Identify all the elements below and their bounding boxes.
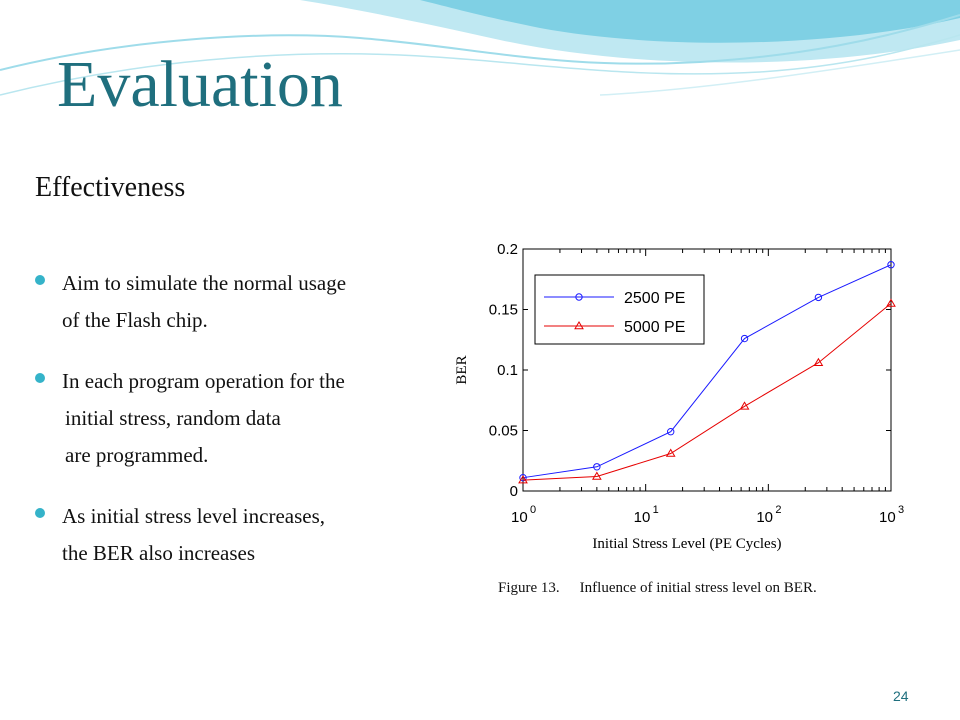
data-point-triangle xyxy=(739,401,750,410)
figure-caption-label: Figure 13. xyxy=(498,580,560,596)
x-tick-label: 10 xyxy=(634,509,651,526)
data-point-circle xyxy=(519,473,527,482)
data-point-circle xyxy=(593,463,601,471)
y-tick-label: 0 xyxy=(510,483,518,500)
data-point-triangle xyxy=(665,448,676,457)
figure-caption: Figure 13. Influence of initial stress le… xyxy=(498,580,817,597)
legend-label: 2500 PE xyxy=(624,290,685,307)
slide-subtitle: Effectiveness xyxy=(35,172,186,203)
x-axis-label: Initial Stress Level (PE Cycles) xyxy=(592,536,781,552)
data-point-circle xyxy=(814,293,823,302)
legend: 2500 PE 5000 PE xyxy=(534,274,705,345)
y-tick-label: 0.1 xyxy=(497,362,518,379)
bullet-line: Aim to simulate the normal usage xyxy=(62,271,347,295)
header-wave-decoration xyxy=(0,0,960,96)
data-point-triangle xyxy=(591,471,602,480)
data-point-triangle xyxy=(574,321,584,330)
series-2 xyxy=(518,298,896,484)
series-line xyxy=(522,303,892,481)
bullet-item: Aim to simulate the normal usage of the … xyxy=(35,265,435,339)
series-1 xyxy=(519,261,895,482)
data-point-circle xyxy=(887,261,895,269)
x-tick-exponent: 2 xyxy=(775,504,781,516)
bullet-dot-icon xyxy=(35,373,45,383)
bullet-item: In each program operation for the initia… xyxy=(35,363,435,474)
data-point-triangle xyxy=(886,298,896,307)
bullet-item: As initial stress level increases, the B… xyxy=(35,498,435,572)
page-number: 24 xyxy=(893,688,909,704)
bullet-line: In each program operation for the xyxy=(62,369,345,393)
bullet-line: the BER also increases xyxy=(62,541,256,565)
legend-box xyxy=(534,274,705,345)
x-tick-label: 10 xyxy=(511,509,528,526)
data-point-triangle xyxy=(518,475,528,484)
data-point-circle xyxy=(575,293,583,301)
y-tick-label: 0.2 xyxy=(497,241,518,258)
x-tick-exponent: 0 xyxy=(530,504,536,516)
slide-title: Evaluation xyxy=(57,48,343,121)
y-tick-label: 0.15 xyxy=(489,302,518,319)
x-tick-label: 10 xyxy=(756,509,773,526)
figure-caption-text: Influence of initial stress level on BER… xyxy=(579,580,817,596)
bullet-dot-icon xyxy=(35,275,45,285)
x-tick-exponent: 3 xyxy=(898,504,904,516)
data-point-circle xyxy=(667,428,675,436)
bullet-line: initial stress, random data xyxy=(65,406,281,430)
legend-label: 5000 PE xyxy=(624,319,685,336)
x-tick-exponent: 1 xyxy=(653,504,659,516)
bullet-line: of the Flash chip. xyxy=(62,308,208,332)
bullet-dot-icon xyxy=(35,508,45,518)
y-axis-label: BER xyxy=(454,355,470,384)
figure: 0 0.05 0.1 0.15 0.2 10 0 10 1 10 2 10 3 Initial Stres… xyxy=(432,218,952,613)
bullet-line: are programmed. xyxy=(65,443,209,467)
bullet-line: As initial stress level increases, xyxy=(62,504,326,528)
bullet-list: Aim to simulate the normal usage of the … xyxy=(35,265,435,596)
data-point-triangle xyxy=(813,357,824,367)
data-point-circle xyxy=(740,334,749,343)
series-line xyxy=(522,264,892,479)
y-tick-label: 0.05 xyxy=(489,423,518,440)
x-tick-label: 10 xyxy=(879,509,896,526)
